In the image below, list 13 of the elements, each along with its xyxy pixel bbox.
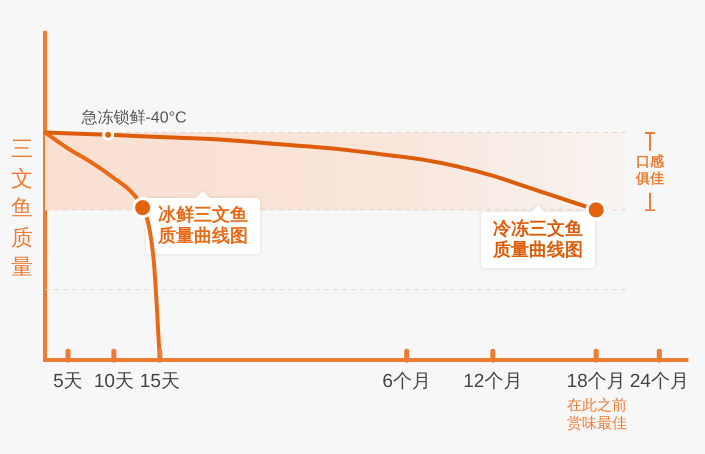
series-label: 冷冻三文鱼质量曲线图	[492, 218, 583, 260]
y-axis-title: 三文鱼质量	[10, 136, 34, 282]
x-tick-label: 10天	[94, 370, 134, 392]
x-tick-label: 12个月	[463, 370, 522, 392]
text: 在此之前赏味最佳	[567, 397, 627, 432]
band-label: 口感俱佳	[635, 154, 665, 188]
x-tick-label: 24个月	[630, 370, 689, 392]
x-tick-label: 18个月	[566, 370, 626, 392]
series-label: 冰鲜三文鱼质量曲线图	[157, 204, 248, 246]
x-tick-label: 6个月	[382, 370, 431, 392]
text: 急冻锁鲜-40°C	[80, 108, 187, 126]
x-tick-label: 15天	[140, 370, 180, 392]
x-tick-label: 5天	[53, 370, 83, 392]
